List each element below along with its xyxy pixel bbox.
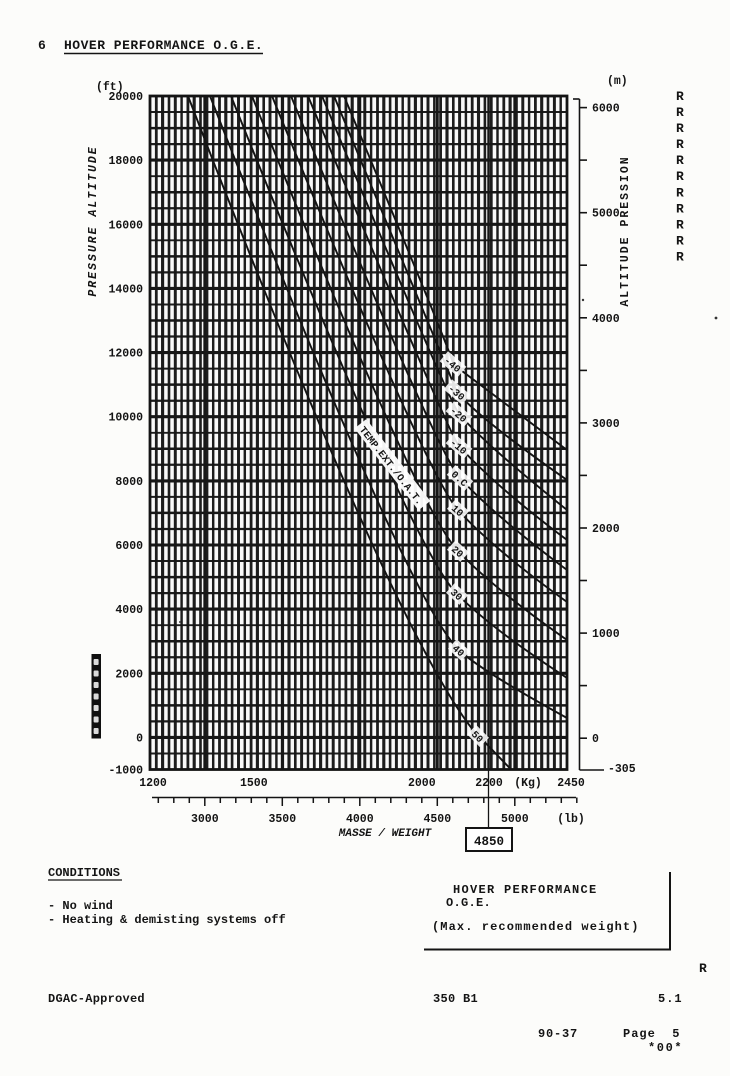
- svg-text:4850: 4850: [474, 835, 504, 849]
- svg-text:20000: 20000: [108, 91, 143, 104]
- svg-text:5000: 5000: [501, 813, 529, 826]
- svg-text:-305: -305: [608, 763, 636, 776]
- svg-text:18000: 18000: [108, 155, 143, 168]
- svg-text:2450: 2450: [557, 777, 585, 790]
- svg-text:6000: 6000: [115, 540, 143, 553]
- svg-text:0: 0: [592, 733, 599, 746]
- svg-text:0: 0: [136, 732, 143, 745]
- svg-text:ALTITUDE PRESSION: ALTITUDE PRESSION: [619, 155, 632, 306]
- svg-text:6: 6: [38, 38, 46, 53]
- svg-text:- Heating & demisting systems: - Heating & demisting systems off: [48, 913, 286, 927]
- svg-text:HOVER PERFORMANCE O.G.E.: HOVER PERFORMANCE O.G.E.: [64, 38, 263, 53]
- svg-text:12000: 12000: [108, 348, 143, 361]
- svg-text:R: R: [676, 234, 684, 249]
- svg-text:4000: 4000: [346, 813, 374, 826]
- svg-text:5.1: 5.1: [658, 992, 683, 1006]
- svg-text:3000: 3000: [592, 418, 620, 431]
- svg-text:O.G.E.: O.G.E.: [446, 896, 491, 910]
- svg-text:R: R: [699, 961, 707, 976]
- svg-text:R: R: [676, 105, 684, 120]
- svg-text:R: R: [676, 201, 684, 216]
- svg-text:2000: 2000: [592, 523, 620, 536]
- svg-text:R: R: [676, 169, 684, 184]
- svg-text:1500: 1500: [240, 777, 268, 790]
- svg-text:PRESSURE ALTITUDE: PRESSURE ALTITUDE: [87, 145, 100, 296]
- svg-text:R: R: [676, 137, 684, 152]
- svg-text:R: R: [676, 121, 684, 136]
- svg-text:6000: 6000: [592, 103, 620, 116]
- svg-text:3500: 3500: [268, 813, 296, 826]
- svg-text:CONDITIONS: CONDITIONS: [48, 866, 120, 880]
- svg-text:3000: 3000: [191, 813, 219, 826]
- svg-text:350 B1: 350 B1: [433, 992, 478, 1006]
- svg-text:4500: 4500: [423, 813, 451, 826]
- svg-text:-1000: -1000: [108, 765, 143, 778]
- svg-text:5000: 5000: [592, 208, 620, 221]
- svg-text:(lb): (lb): [557, 813, 585, 826]
- svg-text:16000: 16000: [108, 219, 143, 232]
- svg-text:1200: 1200: [139, 777, 167, 790]
- svg-text:(ft): (ft): [96, 81, 124, 94]
- svg-text:1000: 1000: [592, 628, 620, 641]
- svg-text:14000: 14000: [108, 283, 143, 296]
- svg-text:Page 5: Page 5: [623, 1027, 680, 1041]
- svg-text:- No wind: - No wind: [48, 899, 113, 913]
- svg-text:4000: 4000: [592, 313, 620, 326]
- svg-text:2000: 2000: [115, 668, 143, 681]
- svg-text:(Max. recommended weight): (Max. recommended weight): [432, 920, 640, 934]
- svg-text:R: R: [676, 250, 684, 265]
- svg-text:*00*: *00*: [648, 1041, 683, 1055]
- svg-text:(m): (m): [607, 75, 628, 88]
- svg-text:90-37: 90-37: [538, 1027, 578, 1041]
- svg-text:HOVER PERFORMANCE: HOVER PERFORMANCE: [453, 883, 598, 897]
- svg-text:MASSE / WEIGHT: MASSE / WEIGHT: [338, 828, 433, 840]
- svg-text:2000: 2000: [408, 777, 436, 790]
- svg-text:10000: 10000: [108, 412, 143, 425]
- svg-text:R: R: [676, 185, 684, 200]
- svg-text:(Kg): (Kg): [514, 777, 542, 790]
- svg-text:DGAC-Approved: DGAC-Approved: [48, 992, 145, 1006]
- svg-text:R: R: [676, 153, 684, 168]
- svg-text:4000: 4000: [115, 604, 143, 617]
- svg-text:2200: 2200: [475, 777, 503, 790]
- svg-text:R: R: [676, 89, 684, 104]
- svg-text:R: R: [676, 217, 684, 232]
- svg-text:8000: 8000: [115, 476, 143, 489]
